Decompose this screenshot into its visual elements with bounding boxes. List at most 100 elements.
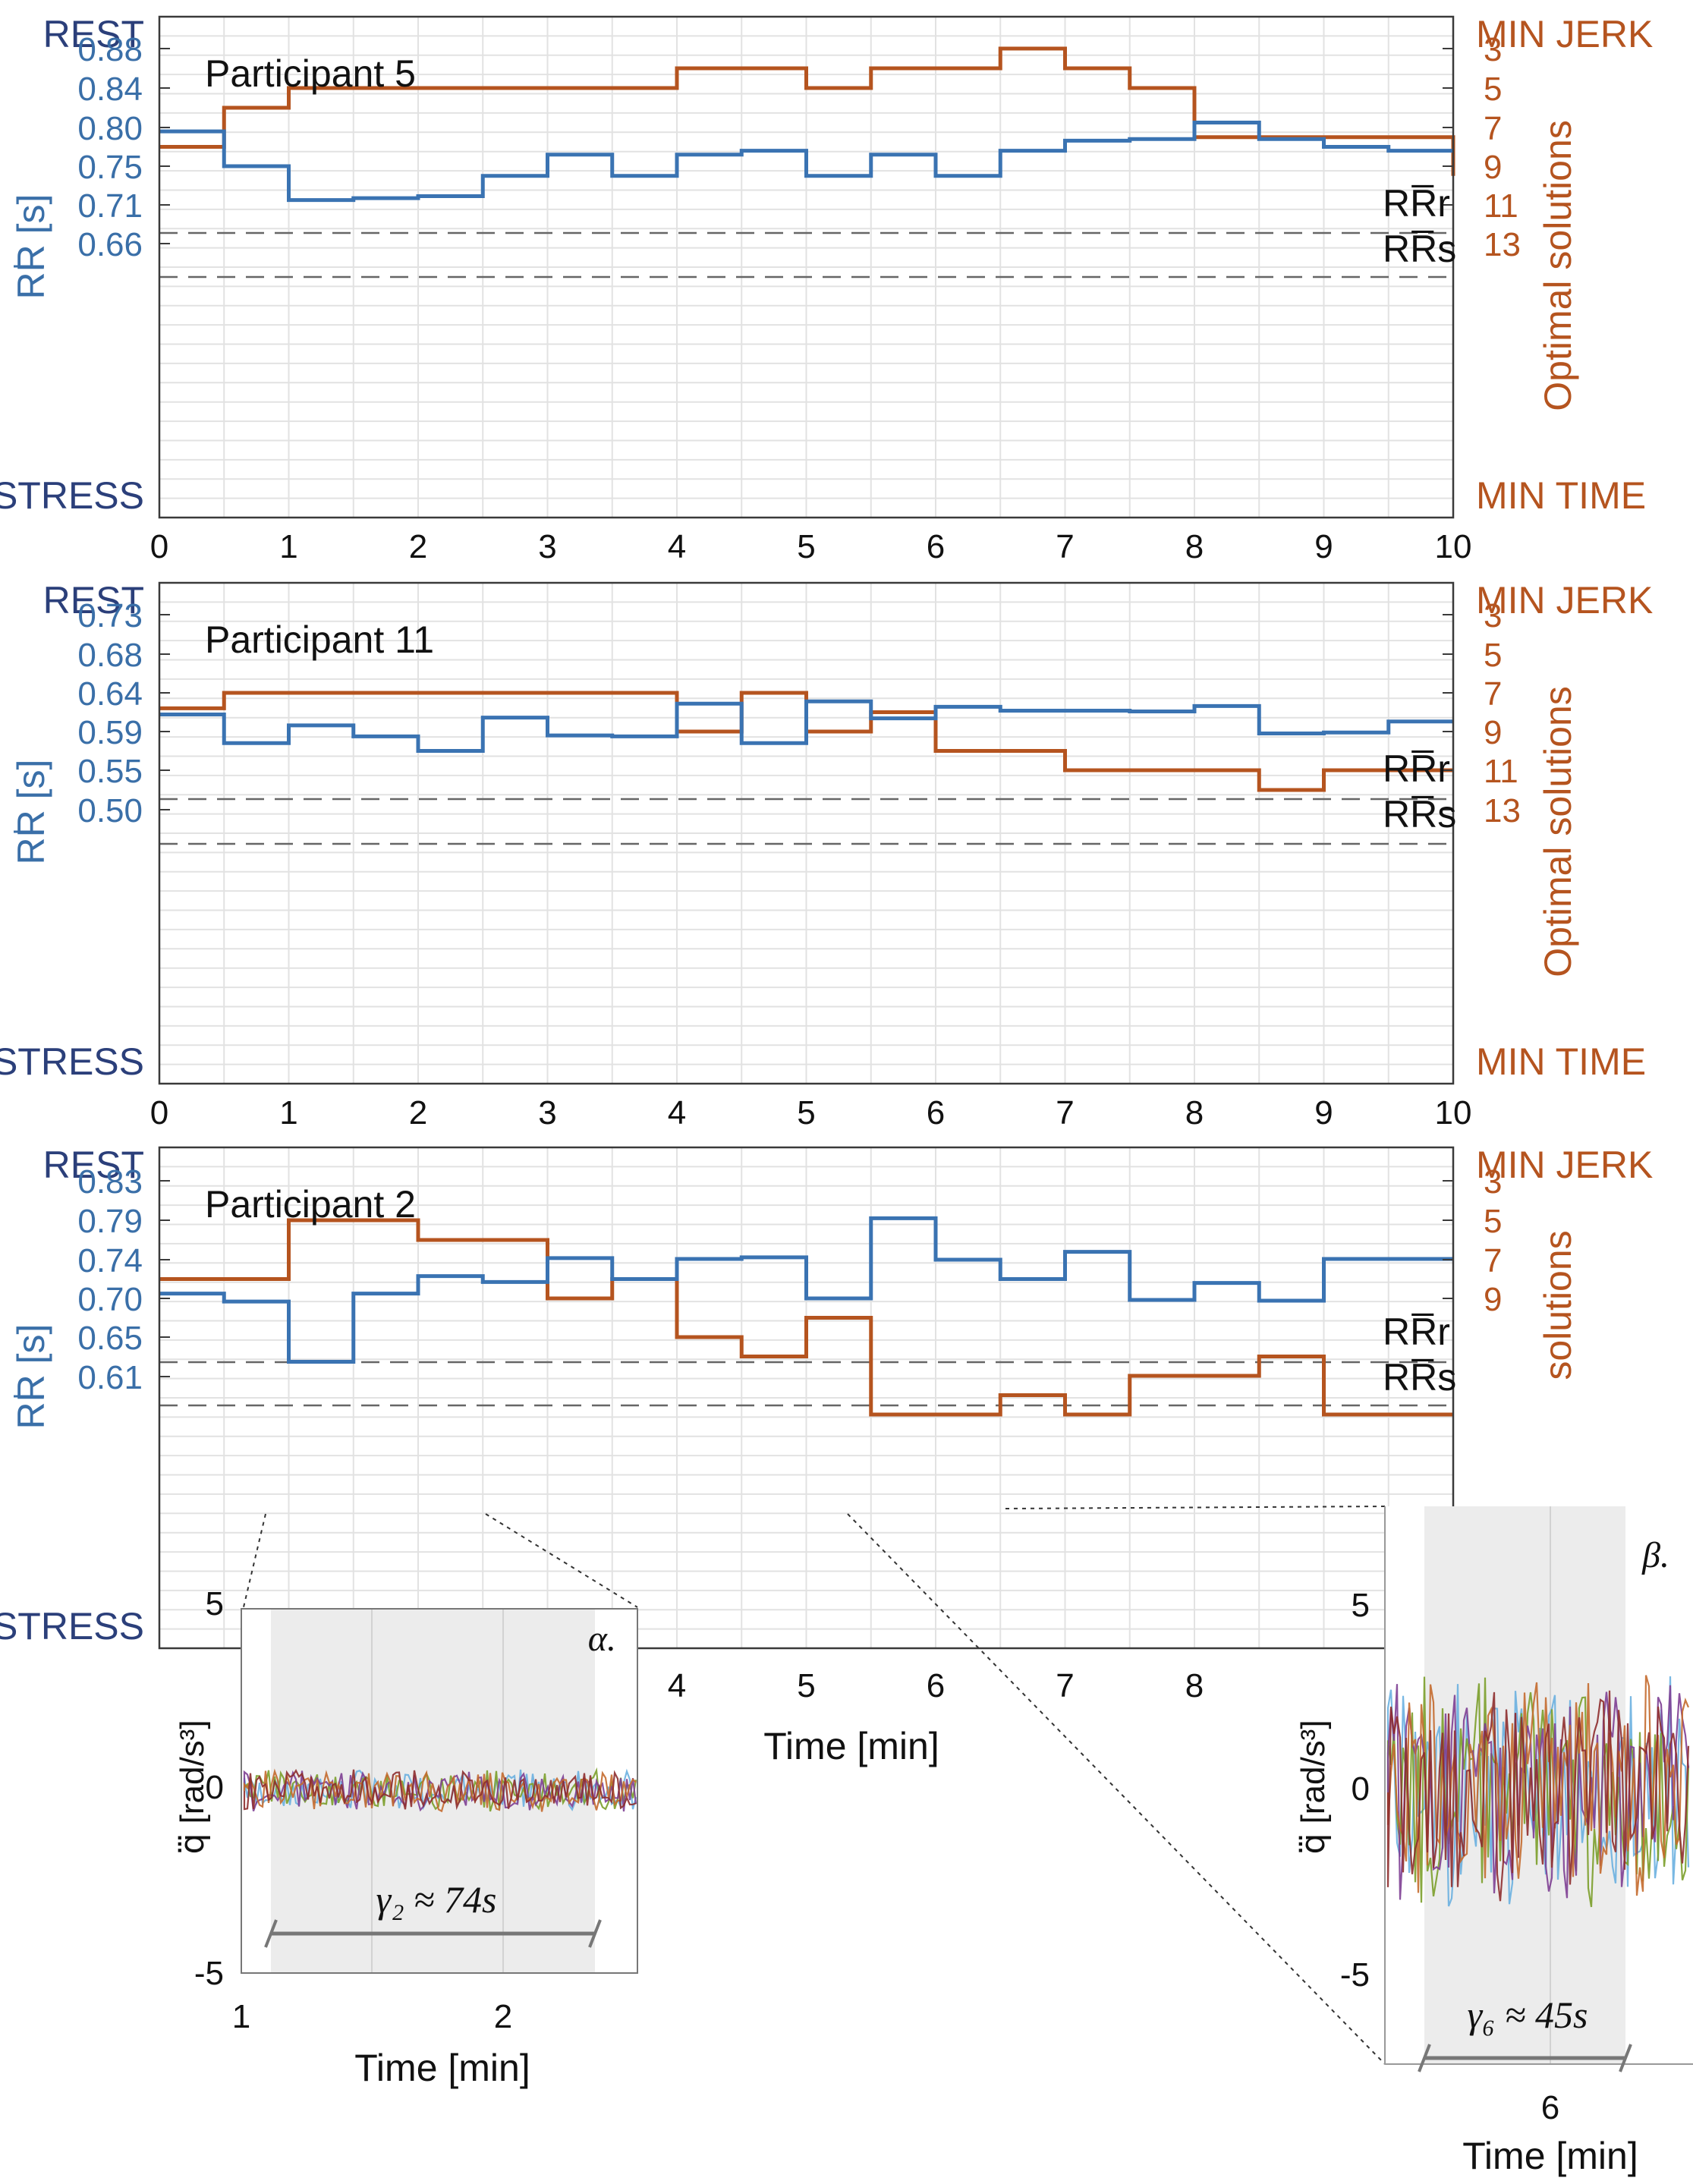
rr-line [159, 1216, 1453, 1364]
left-tick-label: 0.66 [77, 226, 143, 263]
left-tick-label: 0.73 [77, 597, 143, 634]
min-jerk-label: MIN JERK [1476, 1144, 1653, 1186]
left-tick-label: 0.61 [77, 1359, 143, 1396]
x-tick-label: 2 [409, 1094, 427, 1131]
min-time-label: MIN TIME [1476, 1040, 1646, 1083]
x-tick-label: 5 [797, 528, 815, 565]
alpha-tick-0: 0 [206, 1769, 224, 1806]
x-tick-label: 4 [668, 1094, 686, 1131]
panel-participant-11: Participant 11 REST STRESS MIN JERK MIN … [0, 579, 1653, 1131]
right-tick-label: 7 [1484, 1242, 1502, 1279]
rr-rest-label: RR̅r [1383, 182, 1450, 225]
rr-line [159, 121, 1453, 203]
x-tick-label: 4 [668, 1667, 686, 1704]
left-tick-label: 0.79 [77, 1203, 143, 1240]
rr-line [159, 699, 1453, 753]
left-tick-label: 0.64 [77, 675, 143, 713]
optimal-axis-label: solutions [1537, 1230, 1579, 1380]
x-tick-label: 2 [409, 528, 427, 565]
zoom-leaders [242, 1506, 1386, 2065]
stress-label: STRESS [0, 474, 144, 517]
stress-label: STRESS [0, 1605, 144, 1647]
x-axis-label: Time [min] [763, 1725, 939, 1767]
beta-tick-minus5: -5 [1340, 1956, 1370, 1994]
plot-frame [158, 581, 1455, 1085]
right-tick-label: 9 [1484, 149, 1502, 186]
alpha-tag: α. [588, 1619, 616, 1659]
x-tick-label: 8 [1185, 528, 1204, 565]
right-tick-label: 11 [1484, 187, 1518, 225]
right-tick-label: 3 [1484, 597, 1502, 634]
plot-frame [158, 1146, 1455, 1650]
x-tick-label: 1 [279, 528, 297, 565]
x-tick-label: 10 [1435, 1094, 1472, 1131]
x-tick-label: 0 [150, 1094, 168, 1131]
x-tick-label: 8 [1185, 1667, 1204, 1704]
panel-title: Participant 5 [205, 52, 416, 95]
min-jerk-label: MIN JERK [1476, 13, 1653, 55]
x-tick-label: 4 [668, 528, 686, 565]
beta-tag: β. [1641, 1535, 1669, 1575]
left-tick-label: 0.88 [77, 31, 143, 68]
right-tick-label: 3 [1484, 31, 1502, 68]
left-tick-label: 0.84 [77, 71, 143, 108]
min-time-label: MIN TIME [1476, 474, 1646, 517]
optimal-solutions-line [159, 1218, 1453, 1417]
rest-label: REST [43, 1144, 144, 1186]
beta-tick-5: 5 [1352, 1587, 1370, 1624]
rr-axis-label: RR [s] [10, 194, 52, 300]
left-tick-label: 0.74 [77, 1242, 143, 1279]
jerk-trace [1386, 1684, 1690, 1900]
right-tick-label: 5 [1484, 637, 1502, 674]
beta-xlabel: Time [min] [1462, 2135, 1638, 2177]
left-tick-label: 0.65 [77, 1320, 143, 1357]
x-tick-label: 6 [927, 528, 945, 565]
x-tick-label: 7 [1056, 528, 1074, 565]
beta-tick-0: 0 [1352, 1770, 1370, 1808]
right-tick-label: 9 [1484, 714, 1502, 751]
rr-stress-label: RR̅s [1383, 1356, 1456, 1399]
panel-participant-5: Participant 5 REST STRESS MIN JERK MIN T… [0, 13, 1653, 565]
x-tick-label: 7 [1056, 1094, 1074, 1131]
rest-label: REST [43, 13, 144, 55]
beta-gamma-label: γ₆ ≈ 45s [1468, 1994, 1588, 2036]
panel-title: Participant 2 [205, 1183, 416, 1226]
left-tick-label: 0.70 [77, 1281, 143, 1318]
plot-frame [158, 15, 1455, 519]
left-tick-label: 0.50 [77, 792, 143, 829]
rr-rest-label: RR̅r [1383, 1311, 1450, 1353]
panel-title: Participant 11 [205, 618, 434, 661]
rr-axis-label: RR [s] [10, 1324, 52, 1430]
x-tick-label: 1 [279, 1094, 297, 1131]
x-tick-label: 8 [1185, 1094, 1204, 1131]
right-tick-label: 5 [1484, 1203, 1502, 1240]
alpha-ylabel: q⃛ [rad/s³] [174, 1720, 211, 1854]
alpha-xtick-2: 2 [494, 1998, 512, 2035]
x-tick-label: 0 [150, 528, 168, 565]
inset-alpha: α. 5 0 -5 1 2 Time [min] q⃛ [rad/s³] γ₂ … [174, 1585, 638, 2089]
right-tick-label: 5 [1484, 71, 1502, 108]
right-tick-label: 7 [1484, 675, 1502, 713]
x-tick-label: 5 [797, 1094, 815, 1131]
right-tick-label: 13 [1484, 792, 1521, 829]
panel-participant-2: Participant 2 REST STRESS MIN JERK 0.830… [0, 1144, 1653, 1767]
optimal-axis-label: Optimal solutions [1537, 686, 1579, 977]
beta-ylabel: q⃛ [rad/s³] [1295, 1720, 1332, 1854]
stress-label: STRESS [0, 1040, 144, 1083]
alpha-xtick-1: 1 [232, 1998, 250, 2035]
left-tick-label: 0.83 [77, 1163, 143, 1201]
left-tick-label: 0.75 [77, 149, 143, 186]
left-tick-label: 0.59 [77, 714, 143, 751]
right-tick-label: 13 [1484, 226, 1521, 263]
x-tick-label: 3 [538, 1094, 556, 1131]
x-tick-label: 9 [1314, 528, 1333, 565]
alpha-xlabel: Time [min] [354, 2047, 530, 2089]
right-tick-label: 7 [1484, 110, 1502, 147]
right-tick-label: 9 [1484, 1281, 1502, 1318]
alpha-tick-minus5: -5 [194, 1955, 224, 1992]
beta-jerk-signal [1386, 1675, 1690, 1908]
rr-stress-label: RR̅s [1383, 793, 1456, 836]
x-tick-label: 6 [927, 1667, 945, 1704]
left-tick-label: 0.80 [77, 110, 143, 147]
